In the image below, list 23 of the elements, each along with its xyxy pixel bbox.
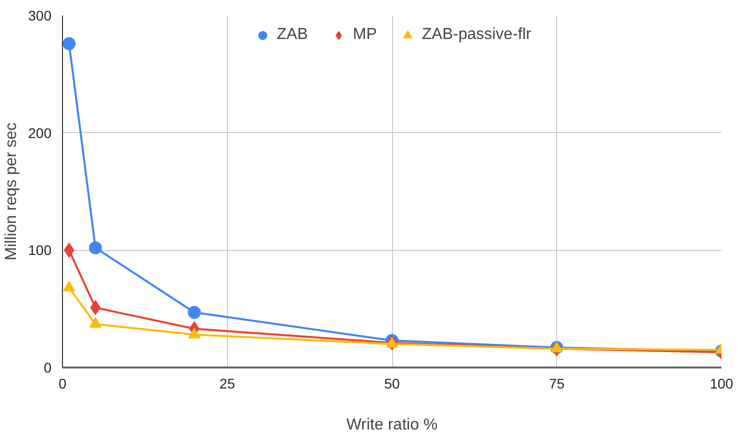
point <box>89 317 102 328</box>
x-tick-label: 0 <box>58 376 67 392</box>
point <box>63 280 76 292</box>
y-axis-title: Million reqs per sec <box>3 122 20 260</box>
legend-label: ZAB <box>276 26 308 44</box>
point <box>386 337 398 348</box>
point <box>64 242 74 258</box>
point <box>188 328 200 338</box>
x-tick-label: 75 <box>548 376 565 392</box>
y-tick-label: 200 <box>28 124 52 141</box>
y-tick-label: 300 <box>28 8 52 24</box>
point <box>88 241 102 254</box>
legend-label: ZAB-passive-flr <box>422 26 532 44</box>
legend-label: MP <box>352 26 377 44</box>
point <box>62 37 76 50</box>
y-tick-label: 0 <box>44 360 52 376</box>
point <box>188 306 201 319</box>
x-axis-title: Write ratio % <box>346 416 438 434</box>
point <box>90 300 101 316</box>
x-tick-label: 25 <box>219 376 236 392</box>
x-tick-label: 50 <box>384 376 400 392</box>
x-tick-label: 100 <box>710 376 734 392</box>
y-tick-label: 100 <box>28 242 52 258</box>
